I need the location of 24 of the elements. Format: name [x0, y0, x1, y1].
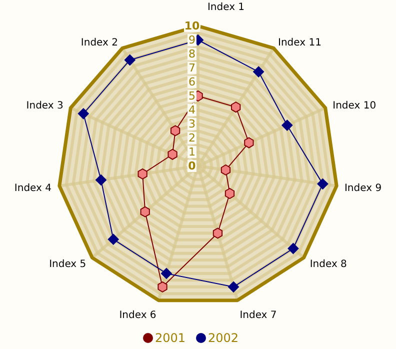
- spoke-label: Index 4: [14, 183, 52, 194]
- y-tick-label: 7: [188, 62, 196, 74]
- spoke-label: Index 10: [332, 100, 376, 112]
- y-tick-label: 3: [188, 118, 196, 130]
- spoke-label: Index 11: [278, 37, 322, 48]
- spoke-label: Index 6: [119, 310, 156, 322]
- spoke-label: Index 9: [344, 183, 382, 194]
- y-tick-label: 5: [188, 90, 196, 102]
- spoke-label: Index 3: [26, 100, 64, 112]
- spoke-label: Index 1: [207, 2, 245, 13]
- y-tick-label: 6: [188, 76, 196, 88]
- legend-label: 2002: [208, 331, 239, 345]
- spoke-label: Index 8: [310, 258, 347, 270]
- y-tick-label: 0: [188, 160, 196, 172]
- spoke-label: Index 7: [240, 310, 277, 322]
- y-tick-label: 4: [188, 104, 196, 116]
- y-tick-label: 9: [188, 34, 196, 46]
- legend-label: 2001: [155, 331, 186, 345]
- spoke-label: Index 2: [80, 37, 118, 48]
- y-tick-label: 10: [184, 20, 200, 32]
- y-tick-label: 8: [188, 48, 196, 60]
- y-tick-label: 1: [188, 146, 196, 158]
- y-tick-label: 2: [188, 132, 196, 144]
- spoke-label: Index 5: [49, 258, 86, 270]
